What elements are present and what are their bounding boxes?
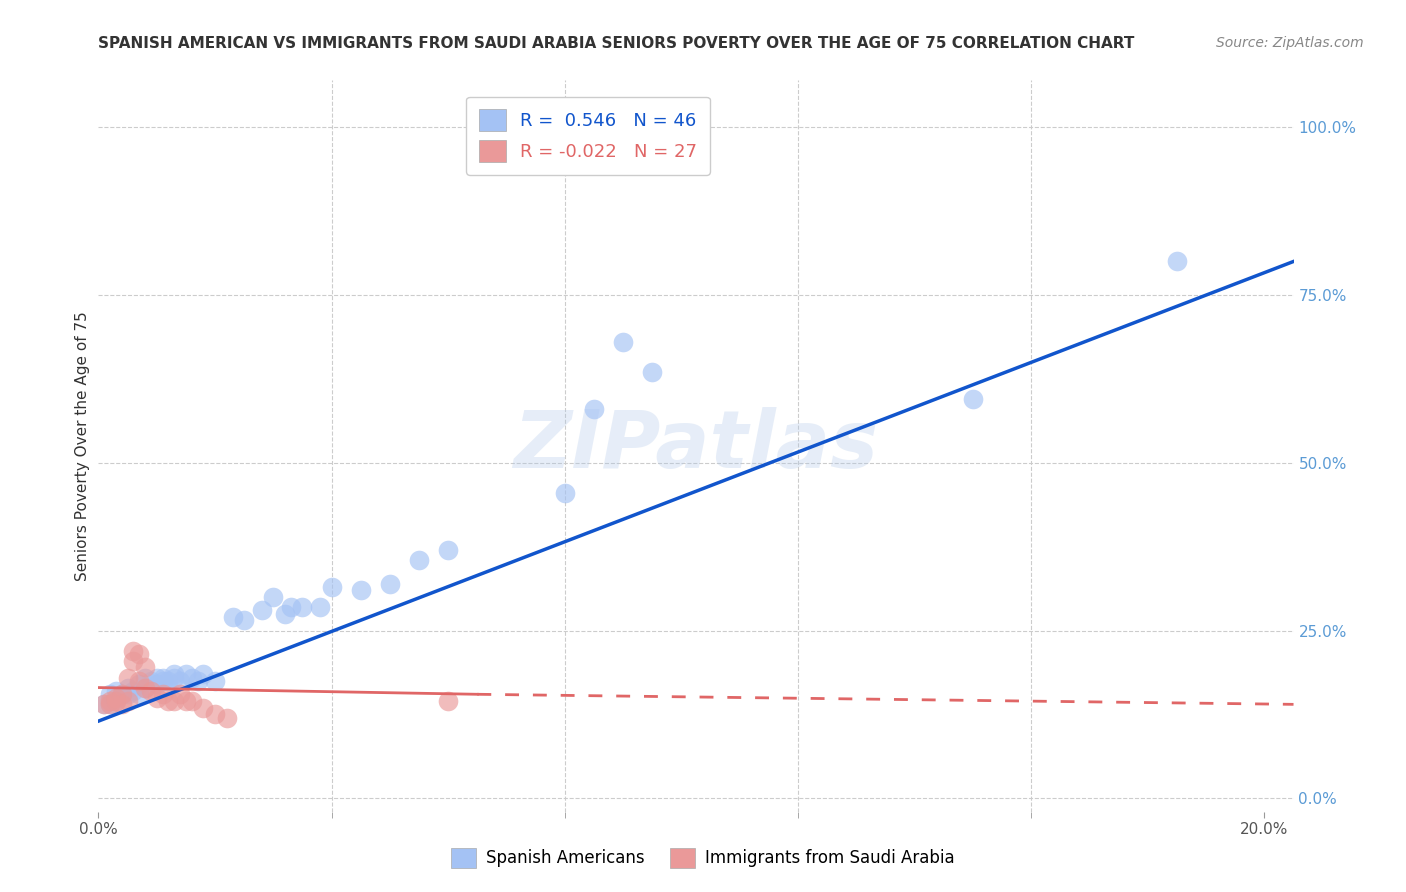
Text: Source: ZipAtlas.com: Source: ZipAtlas.com (1216, 36, 1364, 50)
Point (104, 694, 127, 708)
Point (145, 690, 167, 705)
Point (134, 660, 156, 674)
Point (122, 684, 145, 698)
Point (215, 711, 238, 725)
Point (350, 583, 373, 598)
Point (104, 694, 127, 708)
Point (128, 687, 150, 701)
Point (98, 694, 121, 708)
Point (152, 673, 174, 688)
Point (117, 694, 139, 708)
Point (128, 673, 150, 688)
Point (134, 681, 156, 695)
Point (111, 687, 134, 701)
Point (204, 707, 226, 722)
Point (93, 698, 115, 712)
Point (174, 694, 197, 708)
Point (98, 698, 121, 712)
Point (104, 684, 127, 698)
Point (111, 687, 134, 701)
Point (117, 671, 139, 685)
Point (122, 654, 145, 668)
Point (274, 607, 297, 621)
Point (169, 673, 191, 688)
Point (134, 681, 156, 695)
Point (962, 392, 984, 406)
Point (145, 677, 167, 691)
Legend: R =  0.546   N = 46, R = -0.022   N = 27: R = 0.546 N = 46, R = -0.022 N = 27 (465, 96, 710, 175)
Point (193, 667, 215, 681)
Point (169, 687, 191, 701)
Point (291, 600, 314, 615)
Y-axis label: Seniors Poverty Over the Age of 75: Seniors Poverty Over the Age of 75 (75, 311, 90, 581)
Point (186, 673, 208, 688)
Point (134, 671, 156, 685)
Point (180, 671, 202, 685)
Point (582, 402, 605, 417)
Point (152, 671, 174, 685)
Point (612, 334, 634, 349)
Point (233, 614, 256, 628)
Point (174, 667, 197, 681)
Point (128, 647, 150, 661)
Point (1166, 254, 1188, 268)
Point (157, 673, 180, 688)
Point (93, 698, 115, 712)
Point (163, 671, 186, 685)
Point (117, 687, 139, 701)
Point (180, 694, 202, 708)
Point (117, 681, 139, 695)
Point (98, 698, 121, 712)
Point (163, 694, 186, 708)
Point (221, 610, 243, 624)
Point (157, 694, 180, 708)
Text: SPANISH AMERICAN VS IMMIGRANTS FROM SAUDI ARABIA SENIORS POVERTY OVER THE AGE OF: SPANISH AMERICAN VS IMMIGRANTS FROM SAUD… (98, 36, 1135, 51)
Point (163, 667, 186, 681)
Point (111, 698, 134, 712)
Point (145, 671, 167, 685)
Point (193, 700, 215, 714)
Point (437, 694, 460, 708)
Point (104, 690, 127, 705)
Point (250, 603, 273, 617)
Point (280, 600, 302, 615)
Point (554, 486, 576, 500)
Point (152, 687, 174, 701)
Point (378, 576, 401, 591)
Point (437, 543, 460, 558)
Point (321, 580, 343, 594)
Point (139, 673, 162, 688)
Point (122, 643, 145, 657)
Point (262, 590, 284, 604)
Point (98, 687, 121, 701)
Point (309, 600, 332, 615)
Point (204, 673, 226, 688)
Text: ZIPatlas: ZIPatlas (513, 407, 879, 485)
Point (408, 553, 430, 567)
Point (128, 677, 150, 691)
Point (641, 365, 664, 379)
Point (139, 684, 162, 698)
Legend: Spanish Americans, Immigrants from Saudi Arabia: Spanish Americans, Immigrants from Saudi… (444, 841, 962, 875)
